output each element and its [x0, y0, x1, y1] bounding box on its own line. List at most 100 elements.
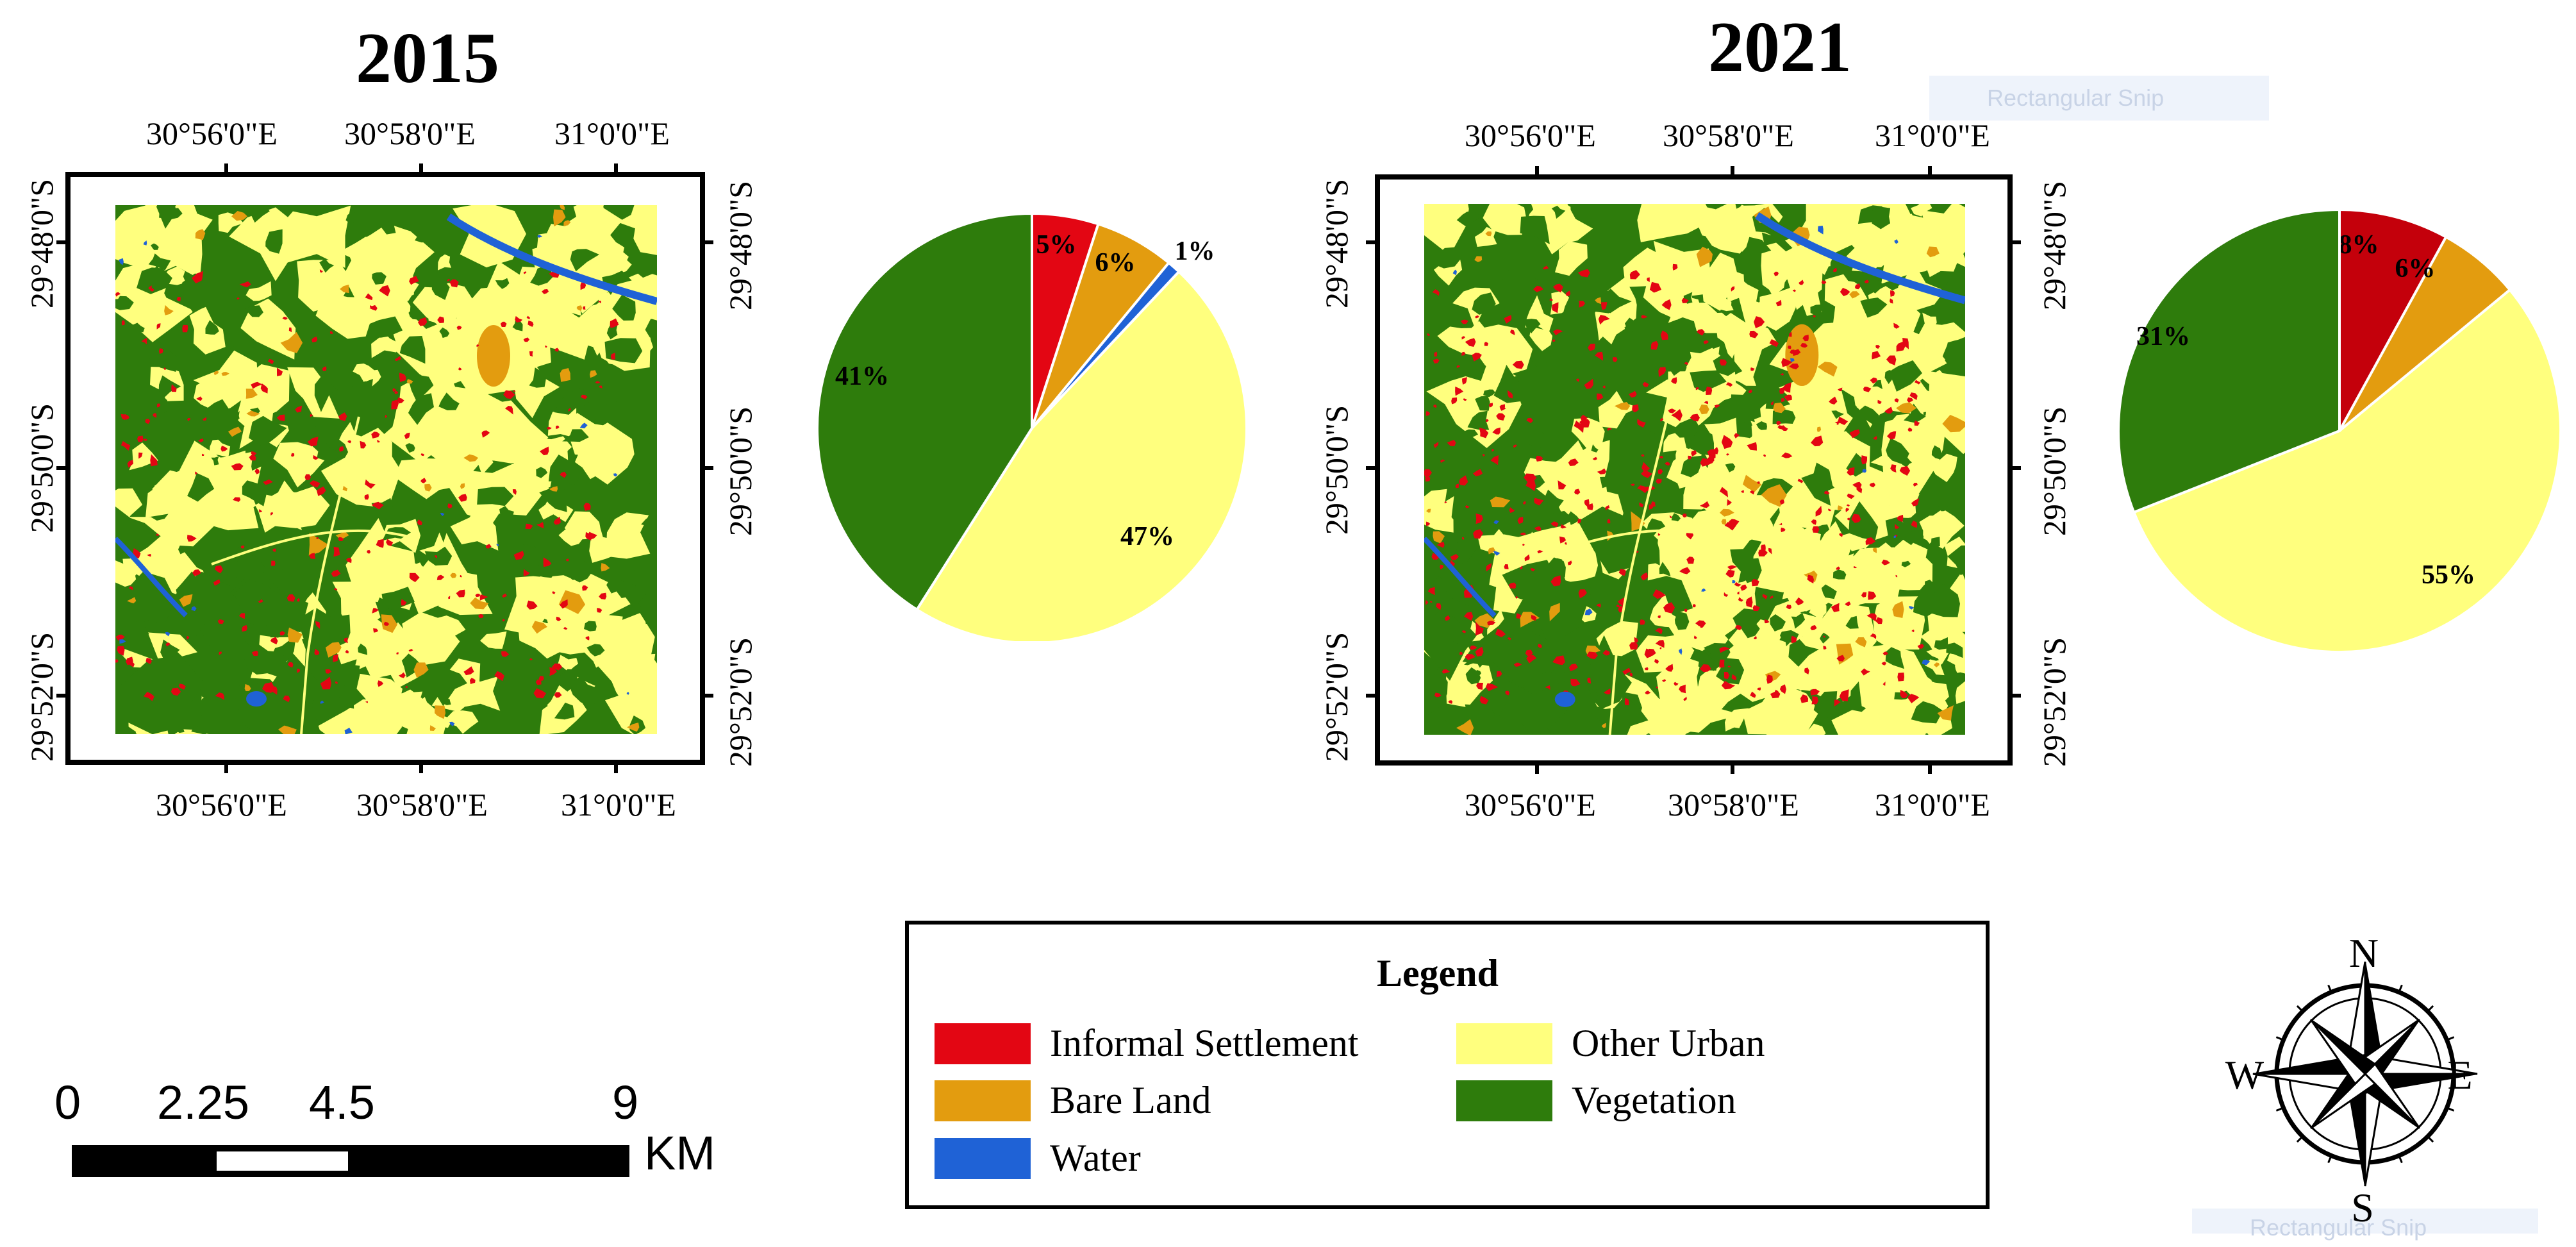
- legend-label: Vegetation: [1572, 1079, 1736, 1121]
- map-2015-tick: [56, 240, 66, 244]
- map-2015-tick: [56, 466, 66, 470]
- pie-label-bare-land: 6%: [2395, 254, 2436, 283]
- map-2015-lat-right-2: 29°50'0"S: [722, 406, 758, 537]
- pie-label-other-urban: 47%: [1120, 522, 1174, 551]
- scale-label-0: 0: [54, 1076, 81, 1129]
- map-2021-tick: [1366, 694, 1375, 698]
- pie-label-vegetation: 31%: [2136, 322, 2190, 351]
- map-2021-lat-right-1: 29°48'0"S: [2036, 180, 2072, 311]
- legend-label: Informal Settlement: [1050, 1022, 1359, 1064]
- map-2021-tick: [1731, 166, 1734, 176]
- map-2015-lat-left-3: 29°52'0"S: [24, 632, 60, 762]
- map-2015-lat-right-1: 29°48'0"S: [722, 180, 758, 311]
- pie-label-bare-land: 6%: [1095, 248, 1136, 278]
- map-2021-lon-bottom-3: 31°0'0"E: [1875, 787, 1990, 823]
- pie-slice-bare-land: [2338, 235, 2512, 432]
- map-2021-lon-top-1: 30°56'0"E: [1465, 117, 1596, 153]
- map-2015-lon-top-2: 30°58'0"E: [344, 115, 476, 151]
- map-2021-lat-right-3: 29°52'0"S: [2036, 637, 2072, 767]
- map-2021-tick: [1731, 764, 1734, 774]
- map-2015-lon-top-3: 31°0'0"E: [554, 115, 670, 151]
- legend-swatch: [935, 1080, 1031, 1121]
- map-2015-tick: [704, 240, 713, 244]
- legend-swatch: [935, 1137, 1031, 1179]
- map-2021-tick: [2011, 466, 2021, 470]
- legend-item-other-urban: Other Urban: [1456, 1021, 1765, 1066]
- compass-rose-icon: N S E W: [2225, 930, 2478, 1225]
- map-2015-lon-bottom-1: 30°56'0"E: [156, 787, 287, 823]
- scale-label-4-5: 4.5: [309, 1076, 375, 1129]
- map-2015-title: 2015: [356, 19, 499, 98]
- map-2021-tick: [2011, 694, 2021, 698]
- pie-label-other-urban: 55%: [2422, 560, 2475, 590]
- map-2015-tick: [56, 694, 66, 698]
- pie-label-vegetation: 41%: [835, 362, 889, 391]
- map-2021-tick: [1366, 466, 1375, 470]
- legend-title: Legend: [1377, 952, 1499, 994]
- map-2021-title: 2021: [1708, 8, 1852, 87]
- map-2015-lat-left-1: 29°48'0"S: [24, 178, 60, 309]
- map-2021-lat-left-1: 29°48'0"S: [1318, 178, 1354, 309]
- map-2021-land-cover: [1424, 204, 1965, 735]
- map-2021-lon-top-2: 30°58'0"E: [1663, 117, 1794, 153]
- pie-label-informal-settlement: 8%: [2339, 230, 2379, 260]
- pie-label-informal-settlement: 5%: [1036, 230, 1077, 260]
- compass-south: S: [2351, 1185, 2374, 1225]
- legend-swatch: [1456, 1023, 1552, 1064]
- map-2021-lat-right-2: 29°50'0"S: [2036, 406, 2072, 537]
- snip-overlay-bottom: Rectangular Snip: [2192, 1209, 2538, 1241]
- pie-slice-vegetation: [2117, 208, 2341, 514]
- map-2021-lon-top-3: 31°0'0"E: [1875, 117, 1990, 153]
- legend-swatch: [935, 1023, 1031, 1064]
- pie-chart-2021: 8% 6% 55% 31%: [2117, 208, 2562, 653]
- map-2015-tick: [704, 694, 713, 698]
- scale-unit: KM: [644, 1126, 715, 1180]
- map-2015-tick: [614, 163, 618, 173]
- pie-slice-other-urban: [2132, 288, 2562, 653]
- legend: [905, 921, 1990, 1209]
- map-2015-tick: [614, 764, 618, 773]
- map-2015-lon-bottom-2: 30°58'0"E: [356, 787, 488, 823]
- legend-item-bare-land: Bare Land: [935, 1078, 1211, 1123]
- map-2015-lat-left-2: 29°50'0"S: [24, 403, 60, 533]
- map-2015-lon-top-1: 30°56'0"E: [146, 115, 278, 151]
- pie-slice-vegetation: [816, 212, 1033, 612]
- map-2021-tick: [1928, 764, 1932, 774]
- legend-item-informal-settlement: Informal Settlement: [935, 1021, 1359, 1066]
- pie-label-water: 1%: [1175, 237, 1215, 266]
- map-2021-tick: [1928, 166, 1932, 176]
- map-2015-lon-bottom-3: 31°0'0"E: [561, 787, 676, 823]
- legend-swatch: [1456, 1080, 1552, 1121]
- legend-item-water: Water: [935, 1136, 1141, 1180]
- pie-slice-informal-settlement: [2338, 208, 2448, 431]
- compass-north: N: [2349, 930, 2379, 976]
- legend-label: Bare Land: [1050, 1079, 1211, 1121]
- map-2015-tick: [704, 466, 713, 470]
- scale-bar-white-segment: [217, 1151, 348, 1171]
- map-2021-lat-left-2: 29°50'0"S: [1318, 405, 1354, 535]
- map-2015-tick: [224, 764, 228, 773]
- map-2015-tick: [419, 163, 423, 173]
- map-2021-tick: [2011, 240, 2021, 244]
- scale-bar: [72, 1145, 629, 1177]
- map-2021-tick: [1366, 240, 1375, 244]
- map-2021-lon-bottom-1: 30°56'0"E: [1465, 787, 1596, 823]
- compass-east: E: [2447, 1052, 2472, 1098]
- compass-west: W: [2225, 1052, 2264, 1098]
- map-2015-lat-right-3: 29°52'0"S: [722, 637, 758, 767]
- map-2015-tick: [224, 163, 228, 173]
- pie-slice-bare-land: [1031, 222, 1171, 430]
- pie-slice-other-urban: [915, 269, 1248, 641]
- map-2021-tick: [1535, 166, 1539, 176]
- map-2021-lat-left-3: 29°52'0"S: [1318, 632, 1354, 762]
- map-2021-lon-bottom-2: 30°58'0"E: [1668, 787, 1799, 823]
- map-2015-land-cover: [115, 205, 657, 734]
- scale-label-2-25: 2.25: [157, 1076, 250, 1129]
- pie-chart-2015: 5% 6% 1% 47% 41%: [816, 212, 1248, 641]
- scale-label-9: 9: [612, 1076, 639, 1129]
- legend-item-vegetation: Vegetation: [1456, 1078, 1736, 1123]
- legend-label: Other Urban: [1572, 1022, 1765, 1064]
- map-2015-tick: [419, 764, 423, 773]
- snip-overlay-top: Rectangular Snip: [1929, 76, 2269, 121]
- map-2021-tick: [1535, 764, 1539, 774]
